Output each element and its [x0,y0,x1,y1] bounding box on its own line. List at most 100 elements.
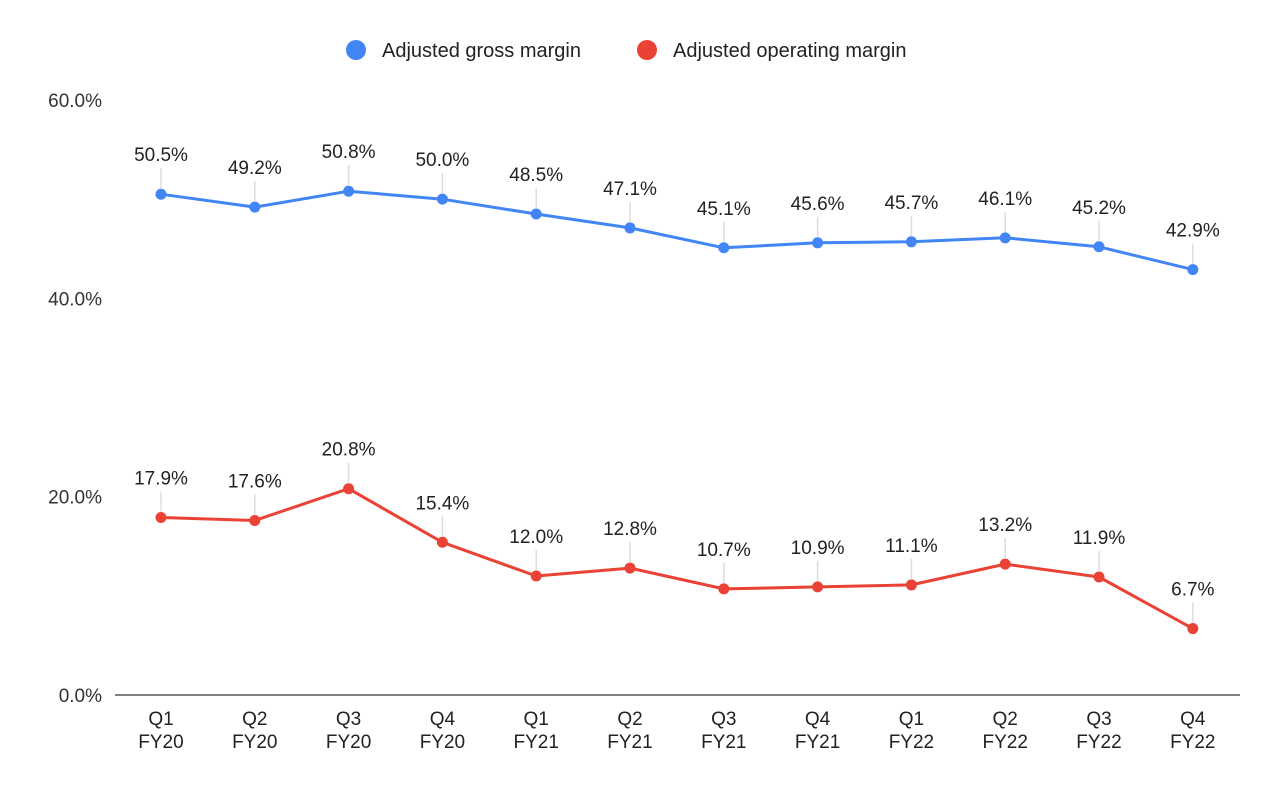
x-tick-label-line: FY21 [607,732,652,753]
series-line [159,189,1195,272]
data-point[interactable] [249,201,261,213]
data-point[interactable] [905,236,917,248]
x-tick-label: Q3 FY21 [701,709,746,753]
data-label: 11.9% [1073,528,1126,549]
x-tick-label: Q1 FY20 [138,709,183,753]
series-lines [159,189,1195,631]
data-point[interactable] [905,579,917,591]
data-point[interactable] [812,581,824,593]
data-label: 45.1% [697,199,751,220]
data-point[interactable] [1093,241,1105,253]
data-point[interactable] [530,570,542,582]
data-point[interactable] [718,242,730,254]
x-tick-label-line: FY22 [1076,732,1121,753]
x-tick-label-line: FY22 [982,732,1027,753]
y-tick-label: 0.0% [59,686,102,707]
x-tick-label-line: Q2 [617,709,642,730]
data-label: 6.7% [1171,580,1214,601]
x-tick-label-line: Q2 [993,709,1018,730]
x-tick-label-line: FY20 [138,732,183,753]
x-tick-label: Q2 FY22 [982,709,1027,753]
data-label: 12.0% [509,527,563,548]
x-tick-label-line: Q3 [336,709,361,730]
data-label: 50.8% [322,142,376,163]
data-point[interactable] [343,185,355,197]
data-label: 10.9% [791,538,845,559]
y-axis: 0.0% 20.0% 40.0% 60.0% [48,91,102,707]
data-point[interactable] [999,558,1011,570]
legend-label: Adjusted gross margin [382,40,581,62]
data-point[interactable] [999,232,1011,244]
x-tick-label-line: Q1 [524,709,549,730]
data-point[interactable] [1187,623,1199,635]
x-tick-label: Q2 FY21 [607,709,652,753]
x-tick-label-line: Q2 [242,709,267,730]
data-label: 46.1% [978,189,1032,210]
data-point[interactable] [812,237,824,249]
x-tick-label-line: FY22 [889,732,934,753]
y-tick-label: 40.0% [48,289,102,310]
data-label: 42.9% [1166,221,1220,242]
x-tick-label-line: FY20 [232,732,277,753]
x-tick-label-line: Q3 [1086,709,1111,730]
x-tick-label: Q3 FY20 [326,709,371,753]
y-tick-label: 60.0% [48,91,102,112]
x-tick-label: Q4 FY21 [795,709,840,753]
data-labels: 50.5% 49.2% 50.8% 50.0% 48.5% 47.1% 45.1% 45.6%… [134,142,1220,600]
x-tick-label: Q1 FY22 [889,709,934,753]
data-point[interactable] [155,511,167,523]
data-label: 10.7% [697,540,751,561]
data-point[interactable] [530,208,542,220]
x-tick-label: Q3 FY22 [1076,709,1121,753]
x-tick-label-line: Q4 [430,709,456,730]
x-tick-label-line: FY22 [1170,732,1215,753]
x-tick-label-line: Q1 [899,709,924,730]
data-label: 17.9% [134,468,188,489]
series-line [159,487,1195,631]
data-label: 17.6% [228,471,282,492]
x-tick-label-line: Q3 [711,709,736,730]
data-label: 49.2% [228,158,282,179]
data-point[interactable] [436,536,448,548]
data-point[interactable] [436,193,448,205]
data-label: 13.2% [978,515,1032,536]
data-label: 50.5% [134,145,188,166]
data-label: 48.5% [509,165,563,186]
data-label: 45.2% [1072,198,1126,219]
x-tick-label: Q4 FY22 [1170,709,1215,753]
data-label: 45.7% [884,193,938,214]
data-label: 47.1% [603,179,657,200]
legend: Adjusted gross margin Adjusted operating … [346,40,906,62]
legend-item[interactable]: Adjusted gross margin [346,40,581,62]
data-point[interactable] [249,514,261,526]
data-label: 20.8% [322,440,376,461]
data-point[interactable] [1187,264,1199,276]
data-point[interactable] [155,188,167,200]
series-points [155,185,1199,635]
data-label: 15.4% [415,493,469,514]
data-point[interactable] [343,483,355,495]
y-tick-label: 20.0% [48,488,102,509]
x-tick-label-line: FY21 [701,732,746,753]
x-tick-label-line: FY21 [795,732,840,753]
x-tick-label-line: Q4 [805,709,831,730]
data-label: 50.0% [415,150,469,171]
data-point[interactable] [718,583,730,595]
data-label: 11.1% [885,536,938,557]
x-tick-label: Q4 FY20 [420,709,465,753]
legend-marker [637,40,657,60]
data-point[interactable] [624,562,636,574]
data-point[interactable] [1093,571,1105,583]
legend-label: Adjusted operating margin [673,40,906,62]
x-tick-label-line: Q4 [1180,709,1206,730]
legend-item[interactable]: Adjusted operating margin [637,40,906,62]
x-tick-label-line: FY21 [513,732,558,753]
x-tick-label: Q1 FY21 [513,709,558,753]
x-tick-label-line: Q1 [148,709,173,730]
data-point[interactable] [624,222,636,234]
x-tick-label: Q2 FY20 [232,709,277,753]
data-label-leaders [160,165,1194,623]
